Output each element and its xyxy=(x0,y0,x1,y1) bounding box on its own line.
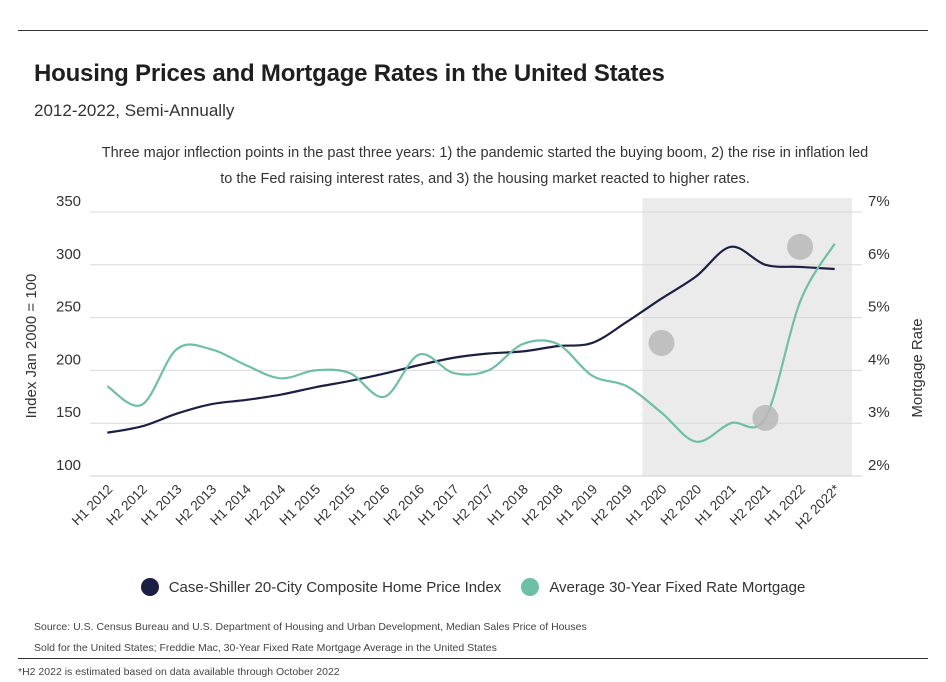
chart-legend: Case-Shiller 20-City Composite Home Pric… xyxy=(0,578,946,596)
line-chart: 350 300 250 200 150 100 7% 6% 5% 4% 3% 2% Index Jan … xyxy=(23,193,926,532)
legend-item-mortgage-rate: Average 30-Year Fixed Rate Mortgage xyxy=(521,578,805,596)
chart-annotation: Three major inflection points in the pas… xyxy=(101,145,869,187)
series-line-mortgage-rate xyxy=(106,243,836,443)
inflection-marker xyxy=(648,329,675,356)
footnote: *H2 2022 is estimated based on data avai… xyxy=(18,666,340,678)
chart-title: Housing Prices and Mortgage Rates in the… xyxy=(34,60,665,87)
y-axis-label: Index Jan 2000 = 100 xyxy=(23,274,40,419)
y2-tick-label: 3% xyxy=(868,404,890,421)
y-tick-label: 300 xyxy=(56,246,81,263)
series-line-home-price xyxy=(107,245,835,434)
y-tick-label: 350 xyxy=(56,193,81,210)
top-rule xyxy=(18,30,928,31)
y-tick-label: 150 xyxy=(56,404,81,421)
legend-swatch-home-price xyxy=(140,578,159,596)
source-line-2: Sold for the United States; Freddie Mac,… xyxy=(34,642,497,654)
y2-tick-label: 7% xyxy=(868,193,890,210)
legend-label-mortgage-rate: Average 30-Year Fixed Rate Mortgage xyxy=(549,578,806,596)
legend-swatch-mortgage-rate xyxy=(521,578,540,596)
y2-tick-label: 2% xyxy=(868,457,890,474)
y2-tick-label: 6% xyxy=(868,246,890,263)
bottom-rule xyxy=(18,658,928,659)
legend-label-home-price: Case-Shiller 20-City Composite Home Pric… xyxy=(168,578,502,596)
y2-axis-label: Mortgage Rate xyxy=(909,318,926,417)
y2-tick-label: 5% xyxy=(868,299,890,316)
source-line-1: Source: U.S. Census Bureau and U.S. Depa… xyxy=(34,621,587,633)
chart-subtitle: 2012-2022, Semi-Annually xyxy=(34,101,235,120)
highlight-region xyxy=(642,198,852,476)
legend-item-home-price: Case-Shiller 20-City Composite Home Pric… xyxy=(140,578,502,596)
y2-tick-label: 4% xyxy=(868,351,890,368)
y-tick-label: 250 xyxy=(56,299,81,316)
y-tick-label: 100 xyxy=(56,457,81,474)
inflection-marker xyxy=(787,233,814,260)
y-tick-label: 200 xyxy=(56,351,81,368)
inflection-marker xyxy=(752,404,779,431)
